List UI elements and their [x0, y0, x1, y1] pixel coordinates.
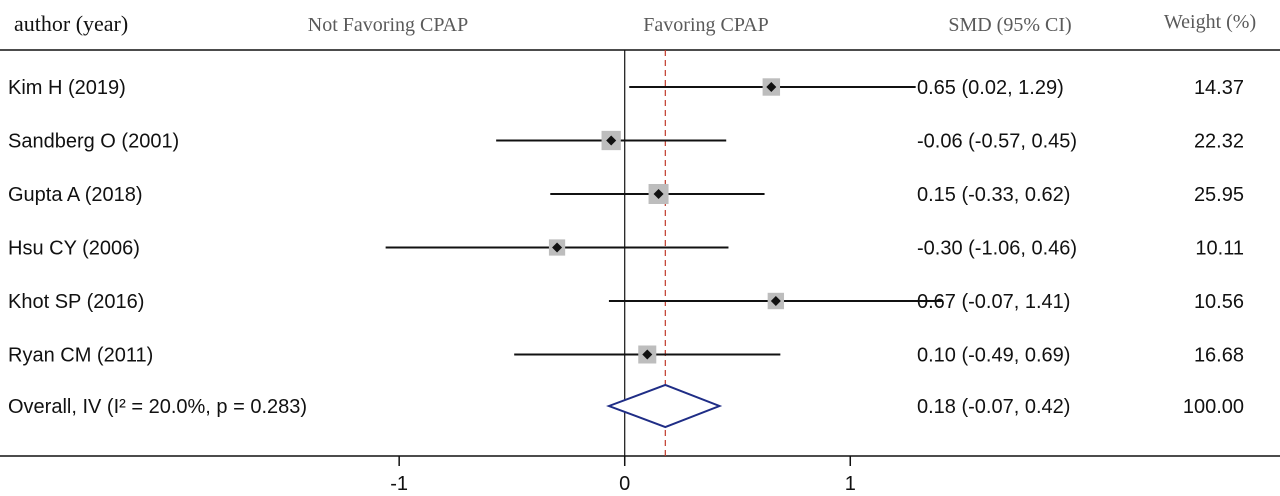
overall-diamond — [606, 383, 723, 429]
point-estimate — [642, 349, 653, 360]
point-estimate — [552, 242, 563, 253]
point-estimate — [653, 189, 664, 199]
weight-value: 25.95 — [1194, 184, 1244, 206]
smd-ci-value: -0.30 (-1.06, 0.46) — [917, 238, 1077, 260]
study-label: Hsu CY (2006) — [8, 238, 140, 260]
point-estimate — [770, 296, 781, 306]
study-label: Kim H (2019) — [8, 77, 126, 99]
study-row: Khot SP (2016) 0.67 (-0.07, 1.41) 10.56 — [8, 291, 1244, 313]
overall-label: Overall, IV (I² = 20.0%, p = 0.283) — [8, 396, 307, 418]
weight-value: 10.56 — [1194, 291, 1244, 313]
smd-ci-value: -0.06 (-0.57, 0.45) — [917, 131, 1077, 153]
study-row: Hsu CY (2006) -0.30 (-1.06, 0.46) 10.11 — [8, 238, 1244, 260]
weight-value: 22.32 — [1194, 131, 1244, 153]
header-study: author (year) — [14, 11, 128, 36]
study-row: Sandberg O (2001) -0.06 (-0.57, 0.45) 22.3… — [8, 131, 1244, 153]
header-not-favoring: Not Favoring CPAP — [308, 14, 468, 36]
point-estimate — [606, 135, 617, 146]
smd-ci-value: 0.15 (-0.33, 0.62) — [917, 184, 1070, 206]
smd-ci-value: 0.65 (0.02, 1.29) — [917, 77, 1064, 99]
header-weight: Weight (%) — [1164, 11, 1256, 33]
weight-value: 14.37 — [1194, 77, 1244, 99]
study-label: Ryan CM (2011) — [8, 345, 153, 367]
study-row: Gupta A (2018) 0.15 (-0.33, 0.62) 25.95 — [8, 184, 1244, 206]
study-label: Khot SP (2016) — [8, 291, 144, 313]
overall-row: Overall, IV (I² = 20.0%, p = 0.283) 0.18 … — [8, 383, 1244, 429]
study-label: Sandberg O (2001) — [8, 131, 179, 153]
x-tick-label: -1 — [390, 473, 408, 495]
x-axis-ticks: -1 0 1 — [390, 456, 856, 495]
weight-value: 16.68 — [1194, 345, 1244, 367]
point-estimate — [766, 82, 777, 92]
weight-value: 10.11 — [1195, 238, 1244, 260]
x-tick-label: 0 — [619, 473, 630, 495]
smd-ci-value: 0.67 (-0.07, 1.41) — [917, 291, 1070, 313]
header-favoring: Favoring CPAP — [643, 14, 768, 36]
study-label: Gupta A (2018) — [8, 184, 143, 206]
study-rows: Kim H (2019) 0.65 (0.02, 1.29) 14.37 Sandbe… — [8, 77, 1244, 367]
study-row: Ryan CM (2011) 0.10 (-0.49, 0.69) 16.68 — [8, 345, 1244, 367]
smd-ci-value: 0.10 (-0.49, 0.69) — [917, 345, 1070, 367]
overall-smd-ci-value: 0.18 (-0.07, 0.42) — [917, 396, 1070, 418]
x-tick-label: 1 — [845, 473, 856, 495]
header-smd: SMD (95% CI) — [948, 14, 1071, 36]
overall-weight-value: 100.00 — [1183, 396, 1244, 418]
study-row: Kim H (2019) 0.65 (0.02, 1.29) 14.37 — [8, 77, 1244, 99]
